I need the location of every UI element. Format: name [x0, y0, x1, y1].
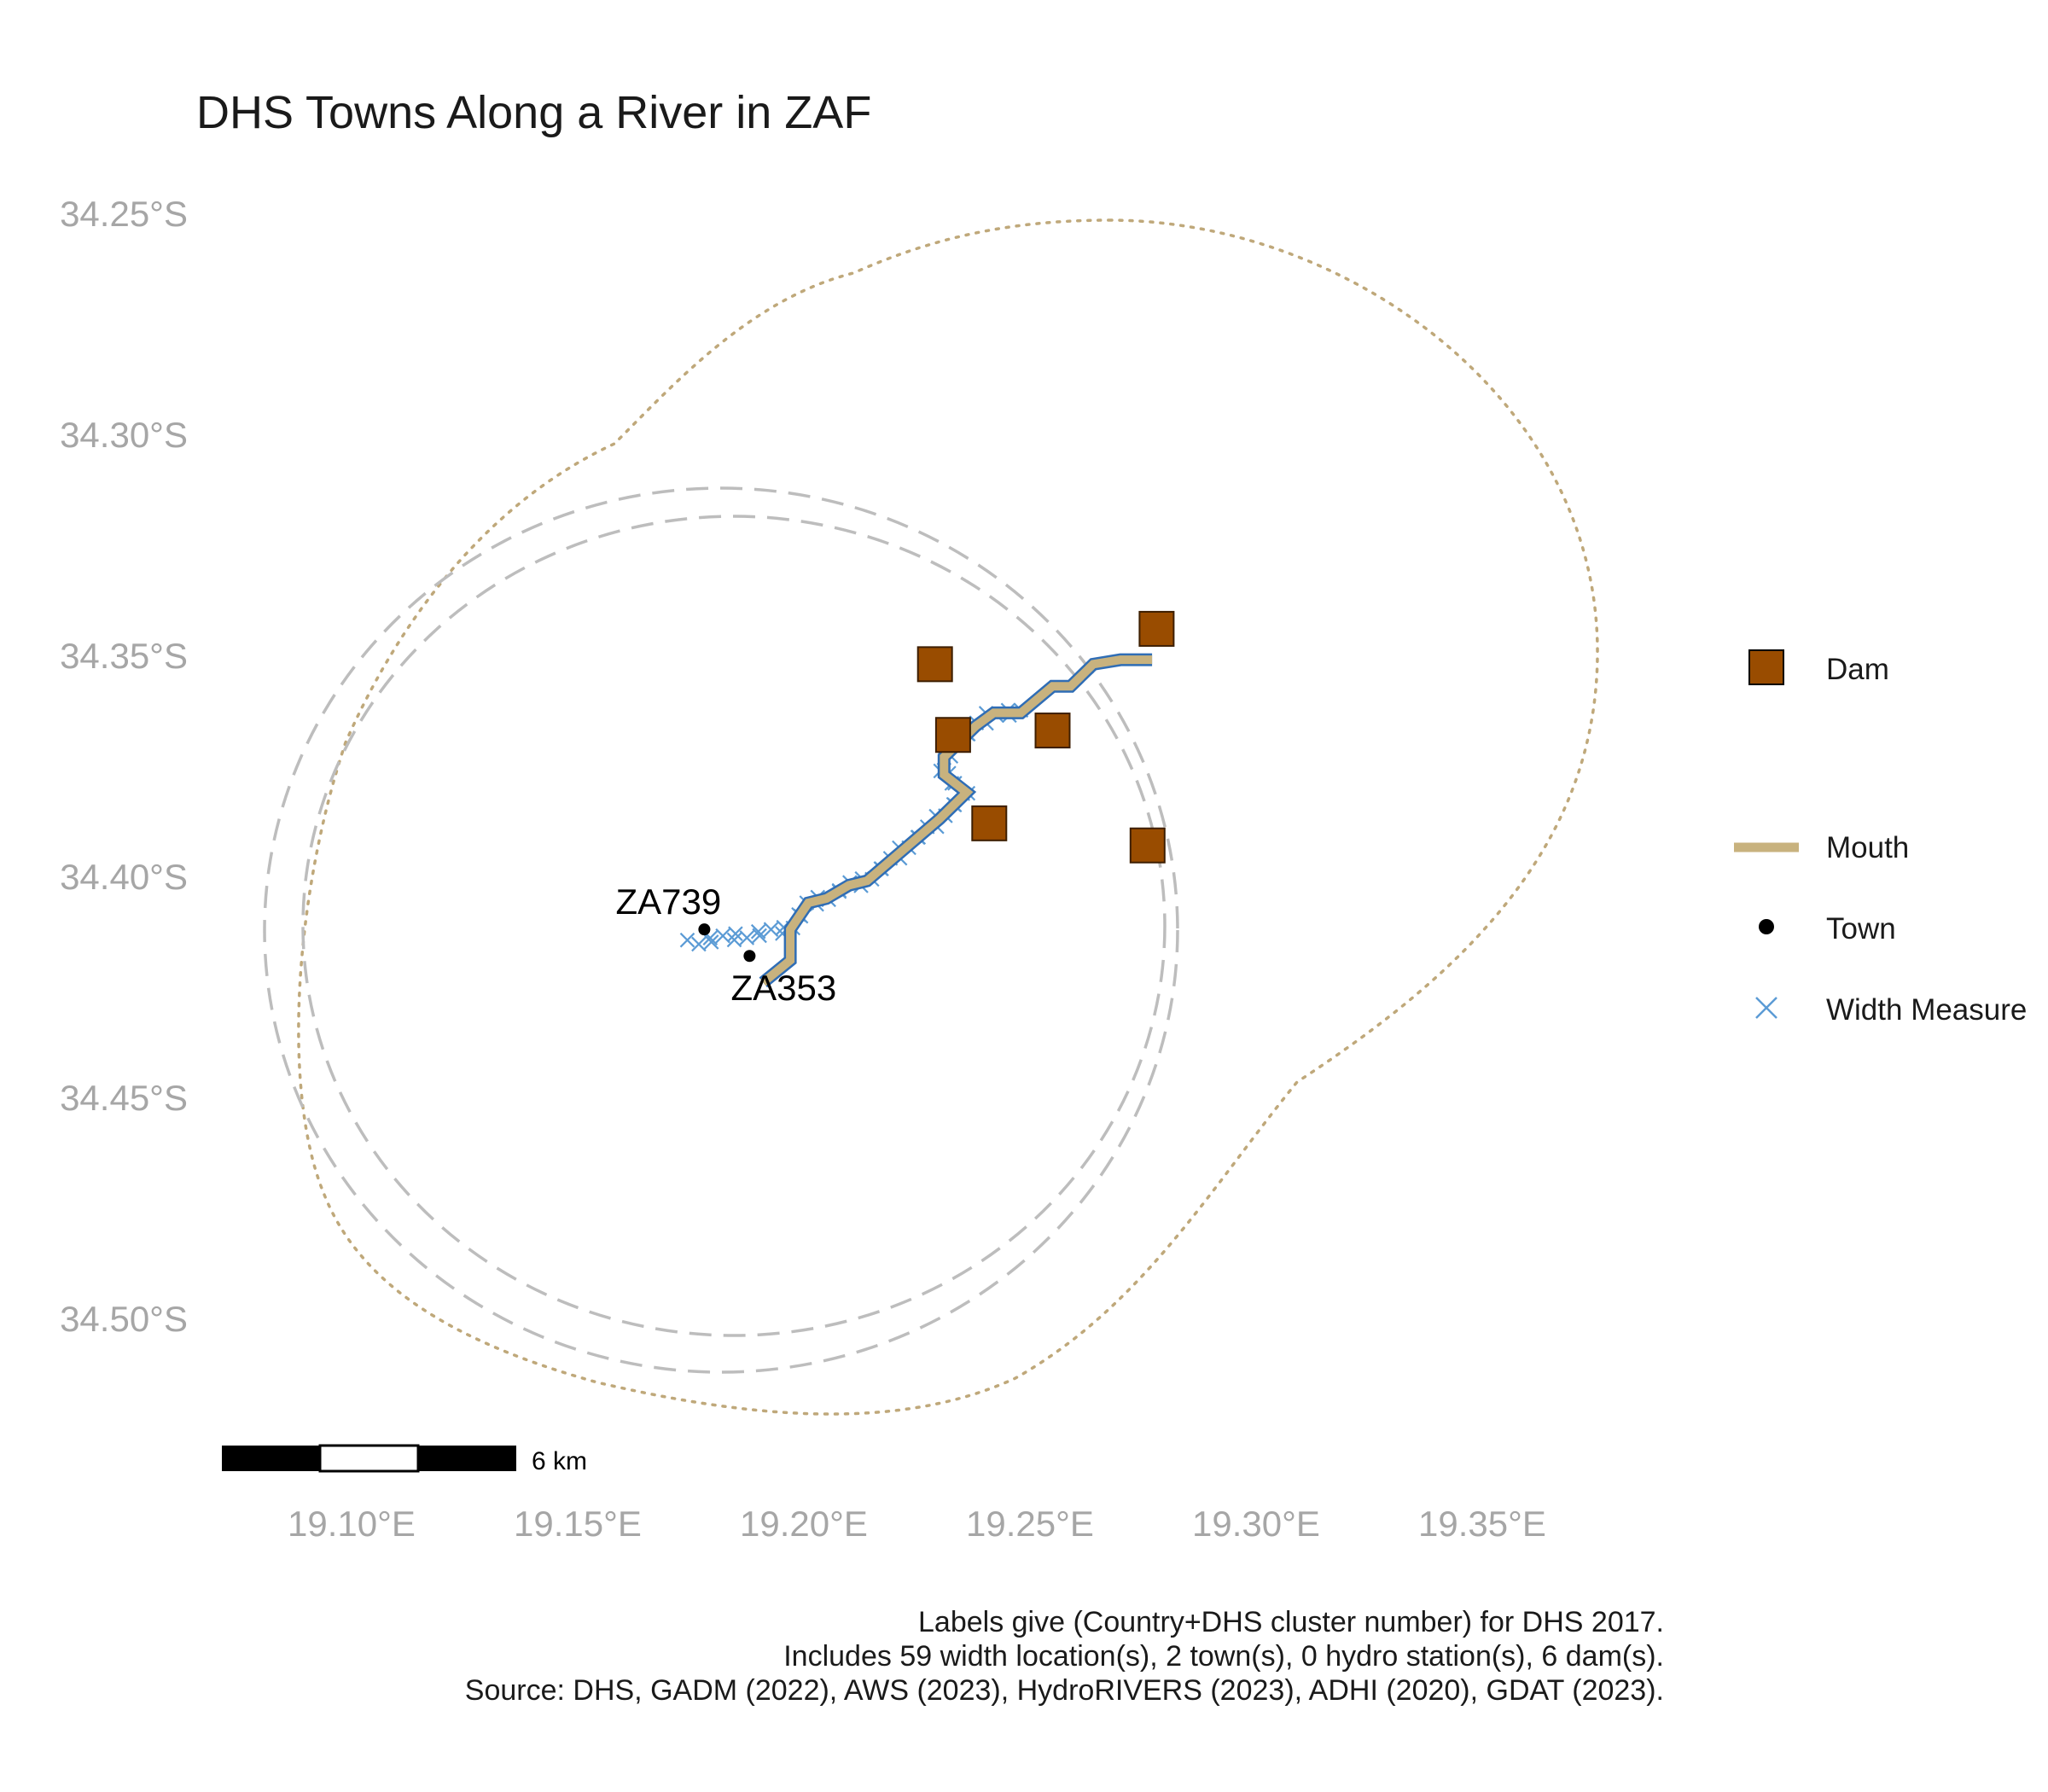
town-label: ZA739	[616, 881, 722, 922]
scale-bar-segment	[222, 1446, 320, 1471]
town-marker	[698, 923, 711, 936]
river-mouth-line	[760, 655, 1153, 986]
map-title: DHS Towns Along a River in ZAF	[196, 87, 871, 138]
scale-bar-segment	[418, 1446, 516, 1471]
width-measure-marker	[750, 923, 766, 940]
legend-key-width-measure	[1755, 997, 1777, 1019]
dam-marker	[1129, 827, 1166, 864]
lon-tick-label: 19.30°E	[1192, 1504, 1320, 1544]
legend-label-dam: Dam	[1826, 653, 1889, 686]
dotted-buffer-outline	[297, 218, 1599, 1416]
lat-tick-label: 34.25°S	[60, 194, 188, 234]
legend: Dam Mouth Town Width Measure	[1734, 649, 2027, 1027]
caption-line: Labels give (Country+DHS cluster number)…	[918, 1606, 1664, 1638]
lon-tick-label: 19.20°E	[740, 1504, 868, 1544]
longitude-axis: 19.10°E 19.15°E 19.20°E 19.25°E 19.30°E …	[288, 1504, 1546, 1544]
width-measure-marker	[715, 928, 730, 944]
width-measure-marker	[679, 932, 695, 948]
caption-line: Source: DHS, GADM (2022), AWS (2023), Hy…	[465, 1674, 1664, 1707]
lat-tick-label: 34.30°S	[60, 415, 188, 455]
lon-tick-label: 19.35°E	[1418, 1504, 1546, 1544]
dam-layer	[916, 610, 1175, 864]
lat-tick-label: 34.50°S	[60, 1299, 188, 1339]
scale-bar: 6 km	[222, 1444, 587, 1475]
width-measure-marker	[763, 922, 779, 937]
scale-bar-segment	[318, 1444, 420, 1473]
legend-key-town	[1759, 919, 1774, 934]
caption-line: Includes 59 width location(s), 2 town(s)…	[783, 1640, 1664, 1673]
width-measure-marker	[691, 936, 707, 952]
legend-key-dam	[1748, 649, 1784, 685]
dashed-buffer-outline	[301, 515, 1167, 1337]
buffer-outlines	[263, 218, 1599, 1416]
town-layer: ZA739 ZA353	[616, 881, 837, 1008]
river-layer	[759, 653, 1153, 988]
caption: Labels give (Country+DHS cluster number)…	[465, 1606, 1664, 1707]
legend-label-width-measure: Width Measure	[1826, 993, 2027, 1027]
town-marker	[743, 950, 756, 963]
latitude-axis: 34.25°S 34.30°S 34.35°S 34.40°S 34.45°S …	[60, 194, 188, 1339]
width-measure-marker	[752, 928, 767, 944]
legend-label-mouth: Mouth	[1826, 831, 1909, 864]
width-measure-marker	[739, 930, 755, 945]
dashed-buffer-outline	[263, 486, 1179, 1374]
lon-tick-label: 19.25°E	[966, 1504, 1094, 1544]
lat-tick-label: 34.40°S	[60, 857, 188, 897]
lat-tick-label: 34.45°S	[60, 1078, 188, 1118]
dam-marker	[1034, 713, 1071, 749]
dam-marker	[971, 805, 1008, 841]
river-outline	[759, 653, 1153, 988]
width-measure-marker	[726, 932, 742, 948]
dam-marker	[934, 717, 971, 753]
width-measure-marker	[728, 926, 743, 941]
lon-tick-label: 19.10°E	[288, 1504, 416, 1544]
legend-label-town: Town	[1826, 912, 1896, 945]
scale-bar-label: 6 km	[532, 1447, 587, 1475]
dam-marker	[916, 646, 953, 683]
dam-marker	[1138, 610, 1175, 647]
lat-tick-label: 34.35°S	[60, 636, 188, 676]
lon-tick-label: 19.15°E	[514, 1504, 642, 1544]
width-measure-marker	[703, 934, 719, 950]
town-label: ZA353	[731, 968, 837, 1008]
